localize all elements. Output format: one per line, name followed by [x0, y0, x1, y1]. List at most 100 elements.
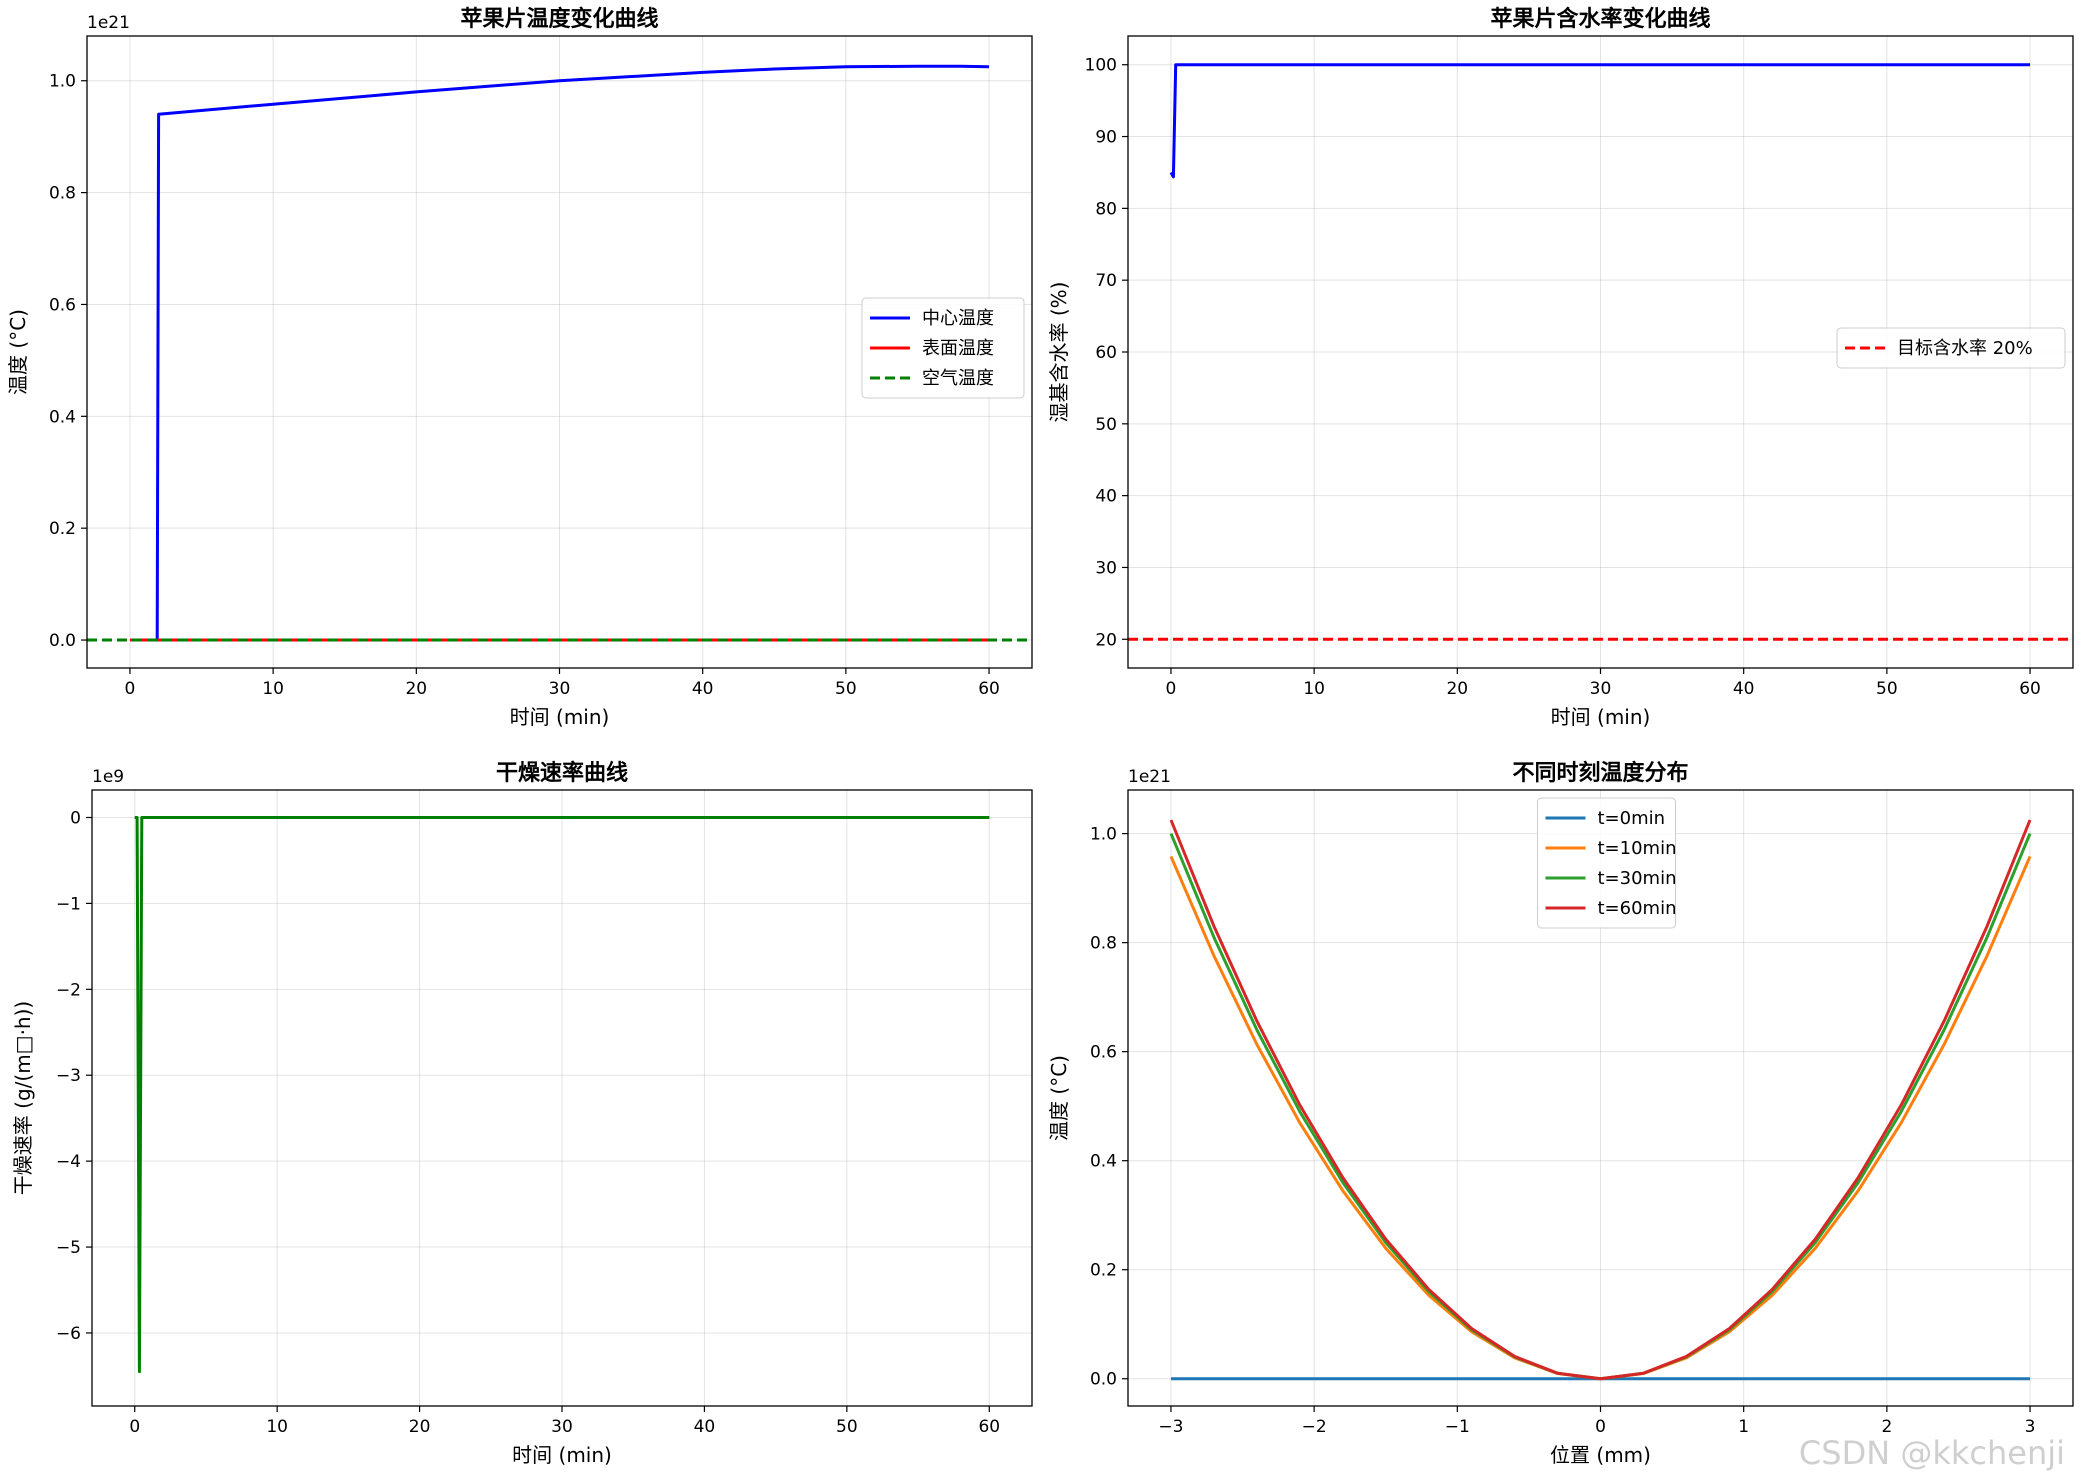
y-tick-label: −4 [56, 1152, 81, 1172]
y-tick-label: 70 [1095, 271, 1117, 291]
x-tick-label: 20 [405, 679, 427, 699]
x-tick-label: 60 [2019, 679, 2041, 699]
y-tick-label: 1.0 [49, 72, 76, 92]
y-tick-label: −1 [56, 894, 81, 914]
legend: 目标含水率 20% [1836, 327, 2066, 369]
legend-frame [1537, 797, 1676, 929]
x-tick-label: 10 [262, 679, 284, 699]
legend-frame [861, 297, 1025, 399]
chart-panel-4: −3 −2 −1 0 1 2 3 0.0 0.2 0.4 0.6 0.8 1.0 1e21 不同时刻温度分布… [1047, 760, 2074, 1467]
x-tick-label: 0 [125, 679, 136, 699]
series-layer [1128, 63, 2073, 641]
series-line-1 [130, 64, 990, 642]
x-tick-label: 50 [1876, 679, 1898, 699]
x-tick-label: −3 [1158, 1417, 1183, 1437]
x-tick-label: 20 [1446, 679, 1468, 699]
x-axis-label: 时间 (min) [1551, 705, 1651, 729]
y-tick-label: 0.0 [1090, 1370, 1117, 1390]
chart-panel-2: 0 10 20 30 40 50 60 20 30 40 50 60 70 80 90 100 苹果片含水率变化… [1047, 6, 2074, 729]
legend-label: 目标含水率 20% [1897, 338, 2033, 359]
y-tick-label: −2 [56, 980, 81, 1000]
chart-panel-1: 0 10 20 30 40 50 60 0.0 0.2 0.4 0.6 0.8 1.0 1e21 苹果片温度… [6, 6, 1033, 729]
x-tick-label: 30 [549, 679, 571, 699]
y-tick-label: 0.2 [1090, 1261, 1117, 1281]
x-tick-label: 20 [409, 1417, 431, 1437]
x-tick-label: 30 [1590, 679, 1612, 699]
x-tick-label: 60 [978, 679, 1000, 699]
y-tick-label: −5 [56, 1238, 81, 1258]
x-tick-label: −1 [1445, 1417, 1470, 1437]
legend: t=0min t=10min t=30min t=60min [1537, 797, 1677, 929]
y-axis-label: 温度 (°C) [1047, 1055, 1071, 1141]
x-tick-label: 40 [1733, 679, 1755, 699]
y-tick-label: 60 [1095, 343, 1117, 363]
y-tick-label: −3 [56, 1066, 81, 1086]
series-layer [87, 64, 1032, 642]
x-tick-label: 10 [266, 1417, 288, 1437]
y-axis-label: 温度 (°C) [6, 309, 30, 395]
legend-label: t=30min [1598, 868, 1677, 889]
y-axis-label: 湿基含水率 (%) [1047, 282, 1071, 423]
y-tick-label: 90 [1095, 128, 1117, 148]
chart-title: 苹果片含水率变化曲线 [1490, 6, 1710, 32]
y-tick-label: 0.6 [1090, 1043, 1117, 1063]
y-tick-label: 50 [1095, 415, 1117, 435]
y-tick-label: 30 [1095, 558, 1117, 578]
y-tick-label: 0.4 [49, 407, 76, 427]
chart-title: 干燥速率曲线 [496, 760, 628, 786]
x-tick-label: 50 [836, 1417, 858, 1437]
x-tick-label: 2 [1881, 1417, 1892, 1437]
x-tick-label: −2 [1302, 1417, 1327, 1437]
series-line-1 [1169, 63, 2030, 179]
x-axis-label: 时间 (min) [510, 705, 610, 729]
x-tick-label: 30 [551, 1417, 573, 1437]
watermark-text: CSDN @kkchenji [1799, 1434, 2065, 1472]
x-tick-label: 0 [1166, 679, 1177, 699]
x-tick-label: 10 [1303, 679, 1325, 699]
legend-label: 中心温度 [922, 308, 994, 329]
legend-frame [1836, 327, 2066, 369]
y-tick-label: 0.6 [49, 295, 76, 315]
y-tick-label: 0.0 [49, 631, 76, 651]
x-axis-label: 时间 (min) [512, 1443, 612, 1467]
y-tick-label: 80 [1095, 199, 1117, 219]
y-tick-label: 40 [1095, 487, 1117, 507]
y-tick-label: 0.8 [1090, 934, 1117, 954]
y-tick-label: 0.8 [49, 184, 76, 204]
x-axis-label: 位置 (mm) [1550, 1443, 1651, 1467]
legend-label: 表面温度 [922, 338, 994, 359]
y-tick-label: 20 [1095, 630, 1117, 650]
y-tick-label: −6 [56, 1324, 81, 1344]
y-tick-label: 100 [1085, 56, 1117, 76]
axis-offset-text: 1e21 [87, 13, 130, 33]
legend-label: t=60min [1598, 898, 1677, 919]
chart-title: 苹果片温度变化曲线 [460, 6, 658, 32]
x-tick-label: 1 [1738, 1417, 1749, 1437]
y-tick-label: 0 [70, 808, 81, 828]
x-tick-label: 0 [1595, 1417, 1606, 1437]
x-tick-label: 50 [835, 679, 857, 699]
x-tick-label: 40 [694, 1417, 716, 1437]
plot-area [92, 790, 1032, 1406]
x-tick-label: 0 [129, 1417, 140, 1437]
series-line-4 [1169, 819, 2032, 1381]
y-axis-label: 干燥速率 (g/(m□·h)) [11, 1001, 35, 1195]
axis-offset-text: 1e9 [92, 767, 124, 787]
y-tick-label: 0.2 [49, 519, 76, 539]
y-tick-label: 1.0 [1090, 825, 1117, 845]
series-layer [134, 816, 990, 1374]
x-tick-label: 3 [2025, 1417, 2036, 1437]
legend-label: 空气温度 [922, 368, 994, 389]
legend-label: t=10min [1598, 838, 1677, 859]
series-layer [1169, 819, 2032, 1381]
x-tick-label: 40 [692, 679, 714, 699]
chart-title: 不同时刻温度分布 [1512, 760, 1688, 786]
x-tick-label: 60 [978, 1417, 1000, 1437]
series-line-1 [134, 816, 990, 1374]
axis-offset-text: 1e21 [1128, 767, 1171, 787]
y-tick-label: 0.4 [1090, 1152, 1117, 1172]
legend-label: t=0min [1598, 808, 1666, 829]
